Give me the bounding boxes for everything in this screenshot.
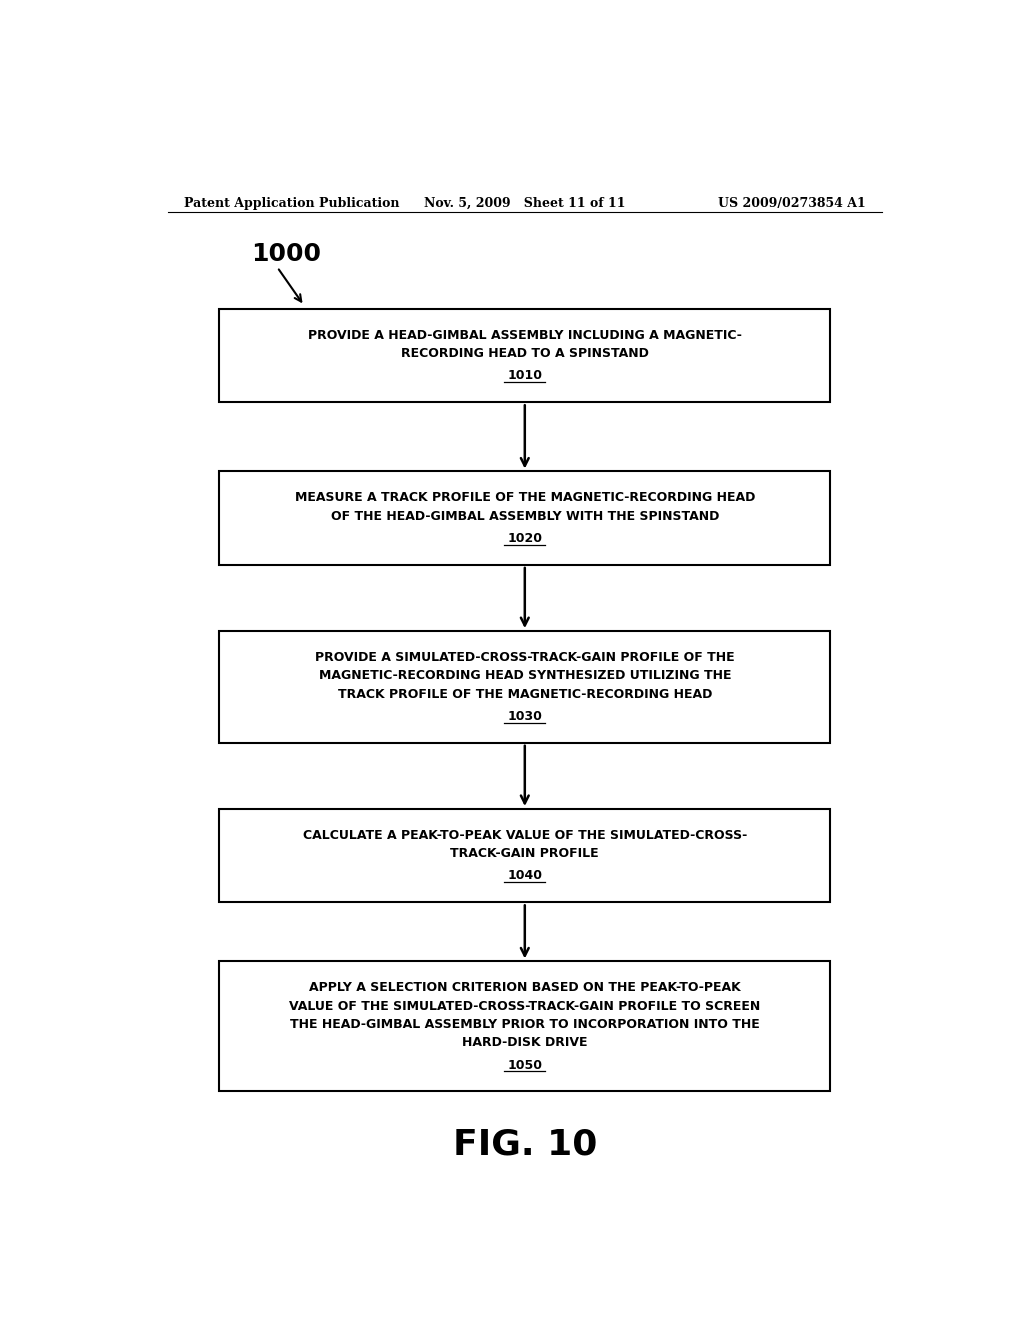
Text: PROVIDE A HEAD-GIMBAL ASSEMBLY INCLUDING A MAGNETIC-: PROVIDE A HEAD-GIMBAL ASSEMBLY INCLUDING… — [308, 329, 741, 342]
FancyBboxPatch shape — [219, 631, 830, 743]
Text: PROVIDE A SIMULATED-CROSS-TRACK-GAIN PROFILE OF THE: PROVIDE A SIMULATED-CROSS-TRACK-GAIN PRO… — [315, 651, 734, 664]
Text: US 2009/0273854 A1: US 2009/0273854 A1 — [718, 197, 866, 210]
Text: MEASURE A TRACK PROFILE OF THE MAGNETIC-RECORDING HEAD: MEASURE A TRACK PROFILE OF THE MAGNETIC-… — [295, 491, 755, 504]
FancyBboxPatch shape — [219, 471, 830, 565]
Text: 1050: 1050 — [507, 1059, 543, 1072]
Text: HARD-DISK DRIVE: HARD-DISK DRIVE — [462, 1036, 588, 1049]
FancyBboxPatch shape — [219, 309, 830, 403]
Text: TRACK PROFILE OF THE MAGNETIC-RECORDING HEAD: TRACK PROFILE OF THE MAGNETIC-RECORDING … — [338, 688, 712, 701]
Text: CALCULATE A PEAK-TO-PEAK VALUE OF THE SIMULATED-CROSS-: CALCULATE A PEAK-TO-PEAK VALUE OF THE SI… — [303, 829, 746, 842]
Text: MAGNETIC-RECORDING HEAD SYNTHESIZED UTILIZING THE: MAGNETIC-RECORDING HEAD SYNTHESIZED UTIL… — [318, 669, 731, 682]
Text: 1030: 1030 — [507, 710, 543, 723]
Text: APPLY A SELECTION CRITERION BASED ON THE PEAK-TO-PEAK: APPLY A SELECTION CRITERION BASED ON THE… — [309, 981, 740, 994]
Text: 1010: 1010 — [507, 370, 543, 383]
Text: OF THE HEAD-GIMBAL ASSEMBLY WITH THE SPINSTAND: OF THE HEAD-GIMBAL ASSEMBLY WITH THE SPI… — [331, 510, 719, 523]
Text: VALUE OF THE SIMULATED-CROSS-TRACK-GAIN PROFILE TO SCREEN: VALUE OF THE SIMULATED-CROSS-TRACK-GAIN … — [289, 999, 761, 1012]
Text: 1020: 1020 — [507, 532, 543, 545]
Text: THE HEAD-GIMBAL ASSEMBLY PRIOR TO INCORPORATION INTO THE: THE HEAD-GIMBAL ASSEMBLY PRIOR TO INCORP… — [290, 1018, 760, 1031]
Text: Patent Application Publication: Patent Application Publication — [183, 197, 399, 210]
Text: Nov. 5, 2009   Sheet 11 of 11: Nov. 5, 2009 Sheet 11 of 11 — [424, 197, 626, 210]
Text: RECORDING HEAD TO A SPINSTAND: RECORDING HEAD TO A SPINSTAND — [400, 347, 649, 360]
FancyBboxPatch shape — [219, 961, 830, 1092]
Text: 1040: 1040 — [507, 870, 543, 883]
FancyBboxPatch shape — [219, 809, 830, 903]
Text: FIG. 10: FIG. 10 — [453, 1127, 597, 1162]
Text: 1000: 1000 — [251, 242, 321, 265]
Text: TRACK-GAIN PROFILE: TRACK-GAIN PROFILE — [451, 847, 599, 861]
